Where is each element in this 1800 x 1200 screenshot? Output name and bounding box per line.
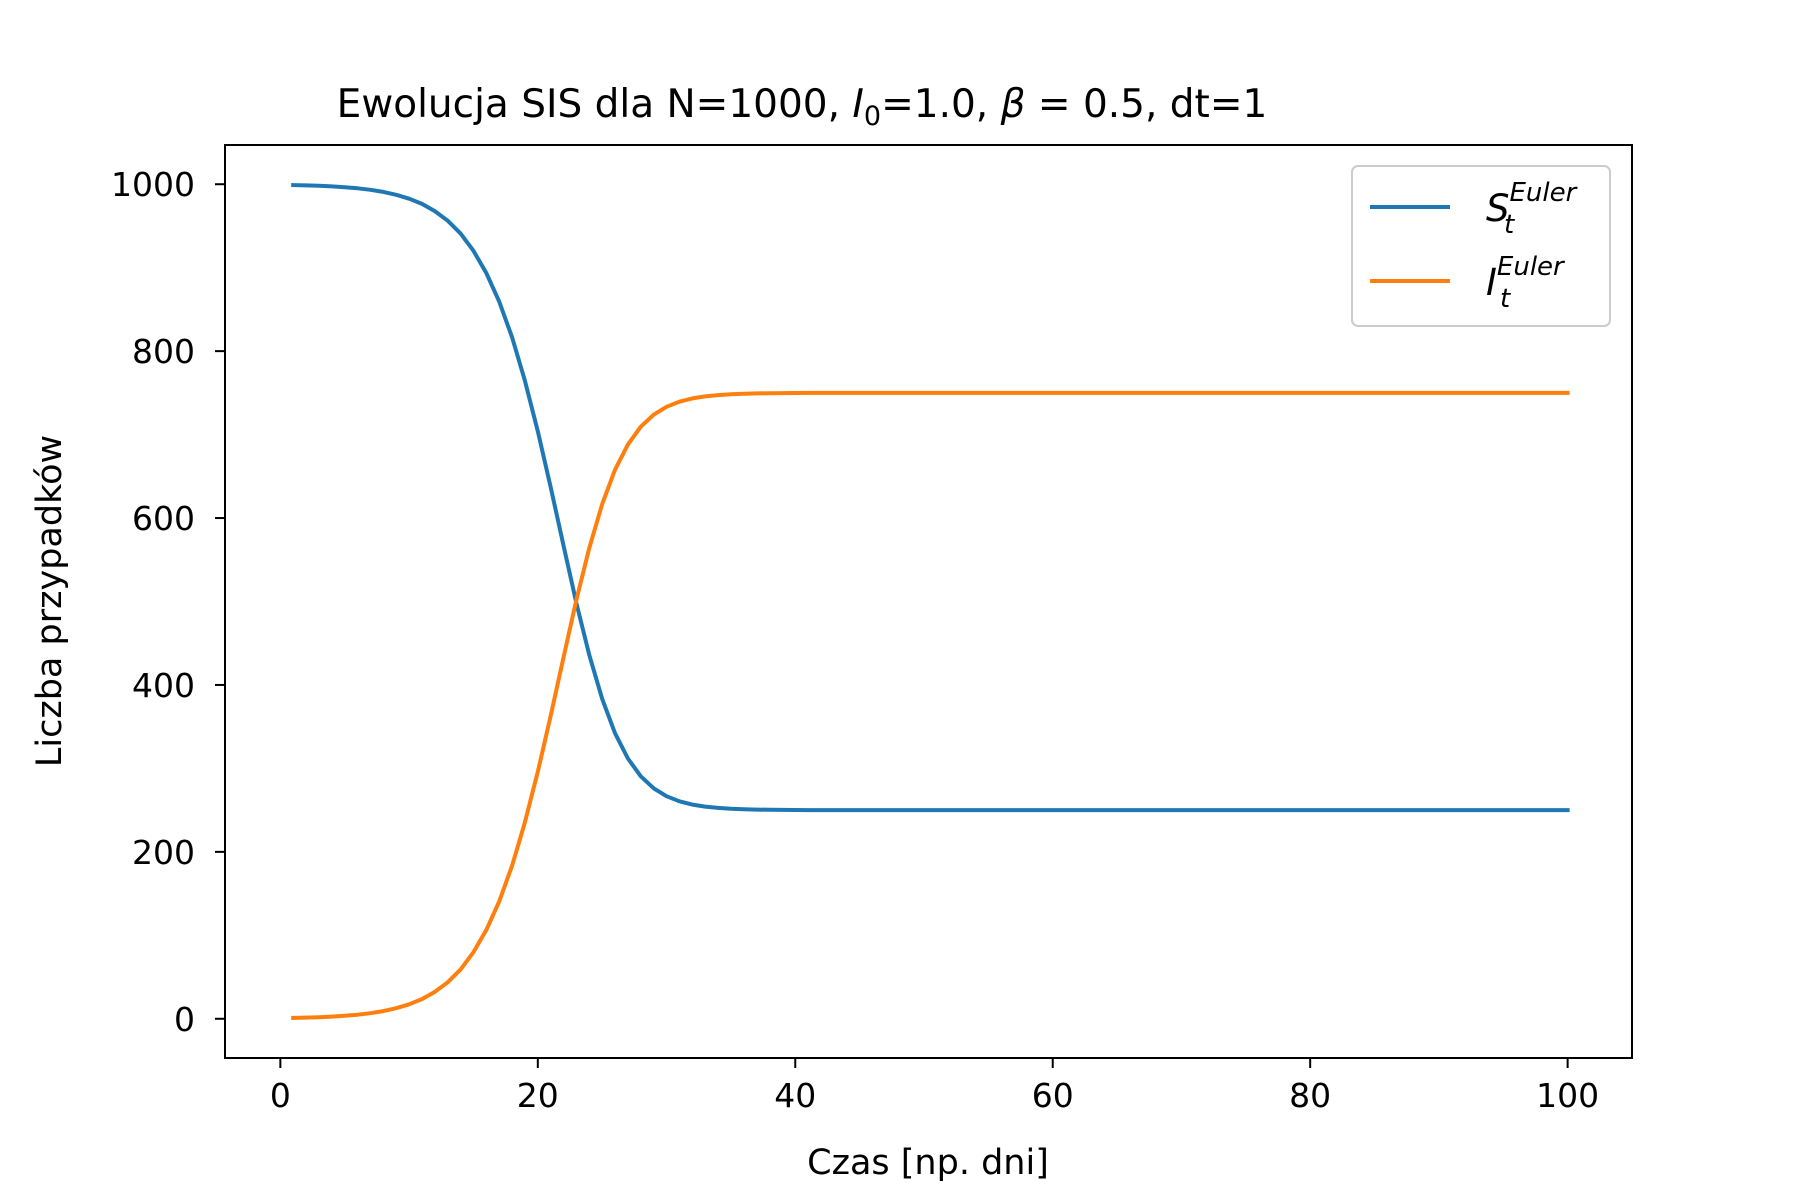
plot-frame (224, 144, 1633, 1059)
y-axis-ticks: 0 200 400 600 800 1000 (111, 165, 225, 1039)
chart-title-beta-value: = 0.5, dt=1 (1026, 82, 1268, 127)
legend-label-i-subscript: t (1500, 284, 1511, 314)
legend-label-i-superscript: Euler (1497, 252, 1566, 282)
y-tick-label: 600 (132, 499, 195, 538)
y-tick-label: 1000 (111, 165, 195, 204)
x-axis-label: Czas [np. dni] (807, 1143, 1049, 1183)
chart-title-beta-symbol: β (1000, 82, 1026, 127)
legend-label-s-superscript: Euler (1510, 178, 1579, 208)
x-tick-label: 0 (270, 1076, 291, 1115)
x-tick-label: 60 (1032, 1076, 1074, 1115)
x-tick-label: 80 (1289, 1076, 1331, 1115)
legend-label-i-symbol: I (1486, 261, 1497, 304)
y-tick-label: 400 (132, 666, 195, 705)
legend: SEuler t IEuler t (1351, 165, 1611, 327)
chart-title-i0-value: =1.0, (881, 82, 1001, 127)
x-axis-ticks: 0 20 40 60 80 100 (270, 1058, 1599, 1115)
chart-title-i0-subscript: 0 (864, 101, 881, 132)
series-line-s (291, 183, 1570, 813)
y-tick-label: 800 (132, 332, 195, 371)
legend-label-s-symbol: S (1486, 187, 1510, 230)
x-tick-label: 100 (1536, 1076, 1599, 1115)
legend-label-i: IEuler t (1486, 252, 1566, 314)
chart-title: Ewolucja SIS dla N=1000, I0=1.0, β = 0.5… (337, 82, 1268, 132)
y-axis-label: Liczba przypadków (30, 435, 70, 767)
legend-label-s: SEuler t (1486, 178, 1579, 240)
chart-title-i0-symbol: I (852, 82, 864, 127)
x-tick-label: 20 (517, 1076, 559, 1115)
chart-title-prefix: Ewolucja SIS dla N=1000, (337, 82, 853, 127)
x-tick-label: 40 (774, 1076, 816, 1115)
legend-label-s-subscript: t (1504, 210, 1515, 240)
y-tick-label: 0 (174, 1000, 195, 1039)
y-tick-label: 200 (132, 833, 195, 872)
series-line-i (291, 390, 1570, 1020)
